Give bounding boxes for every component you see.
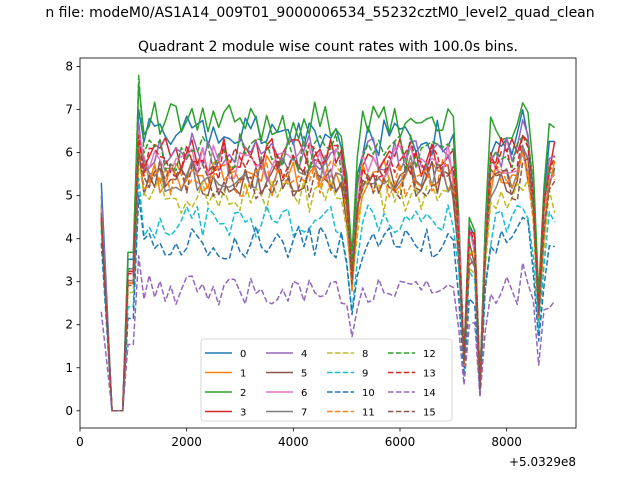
legend-label-12: 12 — [423, 349, 436, 360]
legend-label-7: 7 — [301, 408, 307, 419]
x-tick-label: 6000 — [385, 435, 416, 449]
y-tick-label: 5 — [65, 189, 73, 203]
series-line-14 — [100, 255, 556, 412]
x-tick-label: 2000 — [171, 435, 202, 449]
legend-label-4: 4 — [301, 349, 307, 360]
legend-label-9: 9 — [362, 369, 368, 380]
y-tick-label: 7 — [65, 103, 73, 117]
legend-label-0: 0 — [240, 349, 246, 360]
series-line-15 — [100, 151, 556, 412]
legend-frame — [200, 338, 453, 422]
legend-label-15: 15 — [423, 408, 436, 419]
legend-label-1: 1 — [240, 369, 246, 380]
y-tick-label: 1 — [65, 361, 73, 375]
figure-suptitle: n file: modeM0/AS1A14_009T01_9000006534_… — [45, 5, 594, 21]
y-tick-label: 0 — [65, 404, 73, 418]
x-tick-label: 0 — [76, 435, 84, 449]
legend-label-2: 2 — [240, 388, 246, 399]
x-offset-label: +5.0329e8 — [509, 455, 576, 469]
series-layer — [100, 74, 556, 412]
legend-label-3: 3 — [240, 408, 246, 419]
y-tick-label: 3 — [65, 275, 73, 289]
x-axis: 0 2000 4000 6000 8000 — [76, 428, 522, 449]
y-tick-label: 8 — [65, 60, 73, 74]
x-tick-label: 8000 — [491, 435, 522, 449]
legend-label-5: 5 — [301, 369, 307, 380]
axes-frame — [79, 57, 577, 429]
legend-label-8: 8 — [362, 349, 368, 360]
chart-title: Quadrant 2 module wise count rates with … — [138, 39, 518, 55]
x-tick-label: 4000 — [278, 435, 309, 449]
legend-label-13: 13 — [423, 369, 436, 380]
legend-label-6: 6 — [301, 388, 307, 399]
y-axis: 0 1 2 3 4 5 6 7 8 — [65, 60, 80, 418]
y-tick-label: 4 — [65, 232, 73, 246]
y-tick-label: 6 — [65, 146, 73, 160]
y-tick-label: 2 — [65, 318, 73, 332]
legend-label-14: 14 — [423, 388, 436, 399]
legend-label-10: 10 — [362, 388, 375, 399]
legend-label-11: 11 — [362, 408, 375, 419]
plot-area — [79, 57, 577, 429]
